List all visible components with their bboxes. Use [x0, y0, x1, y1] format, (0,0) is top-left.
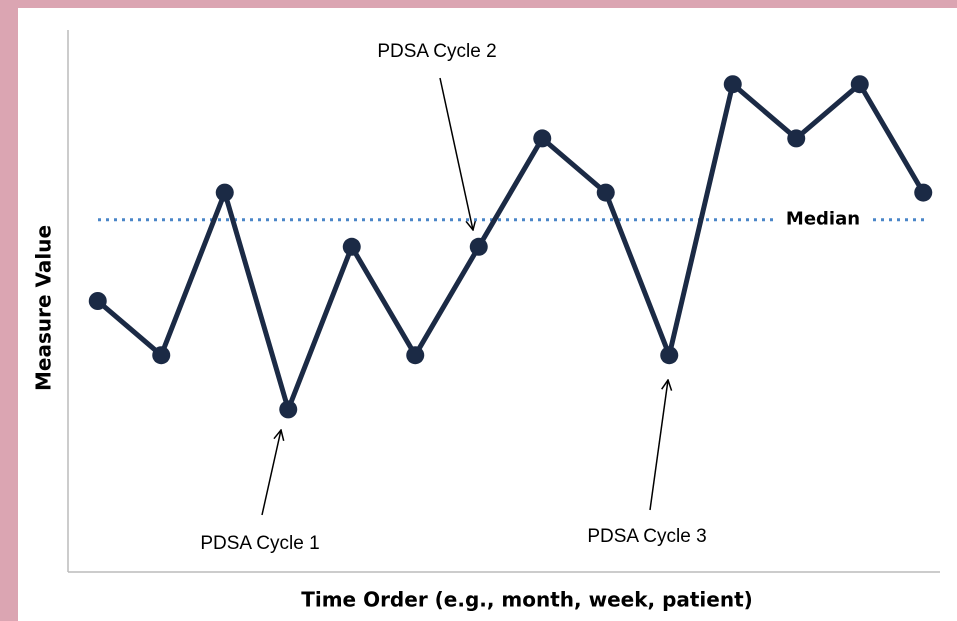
annotation-arrow	[649, 380, 668, 511]
data-point	[469, 237, 488, 256]
annotation-arrow	[261, 430, 281, 516]
median-label: Median	[786, 209, 860, 230]
data-point	[533, 129, 552, 148]
annotation: PDSA Cycle 3	[587, 526, 706, 547]
data-point	[406, 346, 425, 365]
annotation: PDSA Cycle 1	[200, 533, 319, 554]
data-point	[850, 75, 869, 94]
data-point	[660, 346, 679, 365]
annotation: PDSA Cycle 2	[377, 41, 496, 62]
frame-left	[0, 0, 18, 621]
frame-top	[0, 0, 957, 8]
data-point	[279, 400, 298, 419]
x-axis-label: Time Order (e.g., month, week, patient)	[301, 588, 753, 612]
data-point	[152, 346, 171, 365]
data-point	[596, 183, 615, 202]
data-point	[88, 292, 107, 310]
data-point	[723, 75, 742, 94]
data-point	[787, 129, 806, 148]
data-point	[215, 183, 234, 202]
y-axis-label: Measure Value	[32, 225, 56, 391]
data-line	[96, 81, 926, 412]
annotation-arrow	[439, 77, 473, 230]
data-point	[914, 183, 933, 202]
data-point	[342, 237, 361, 256]
